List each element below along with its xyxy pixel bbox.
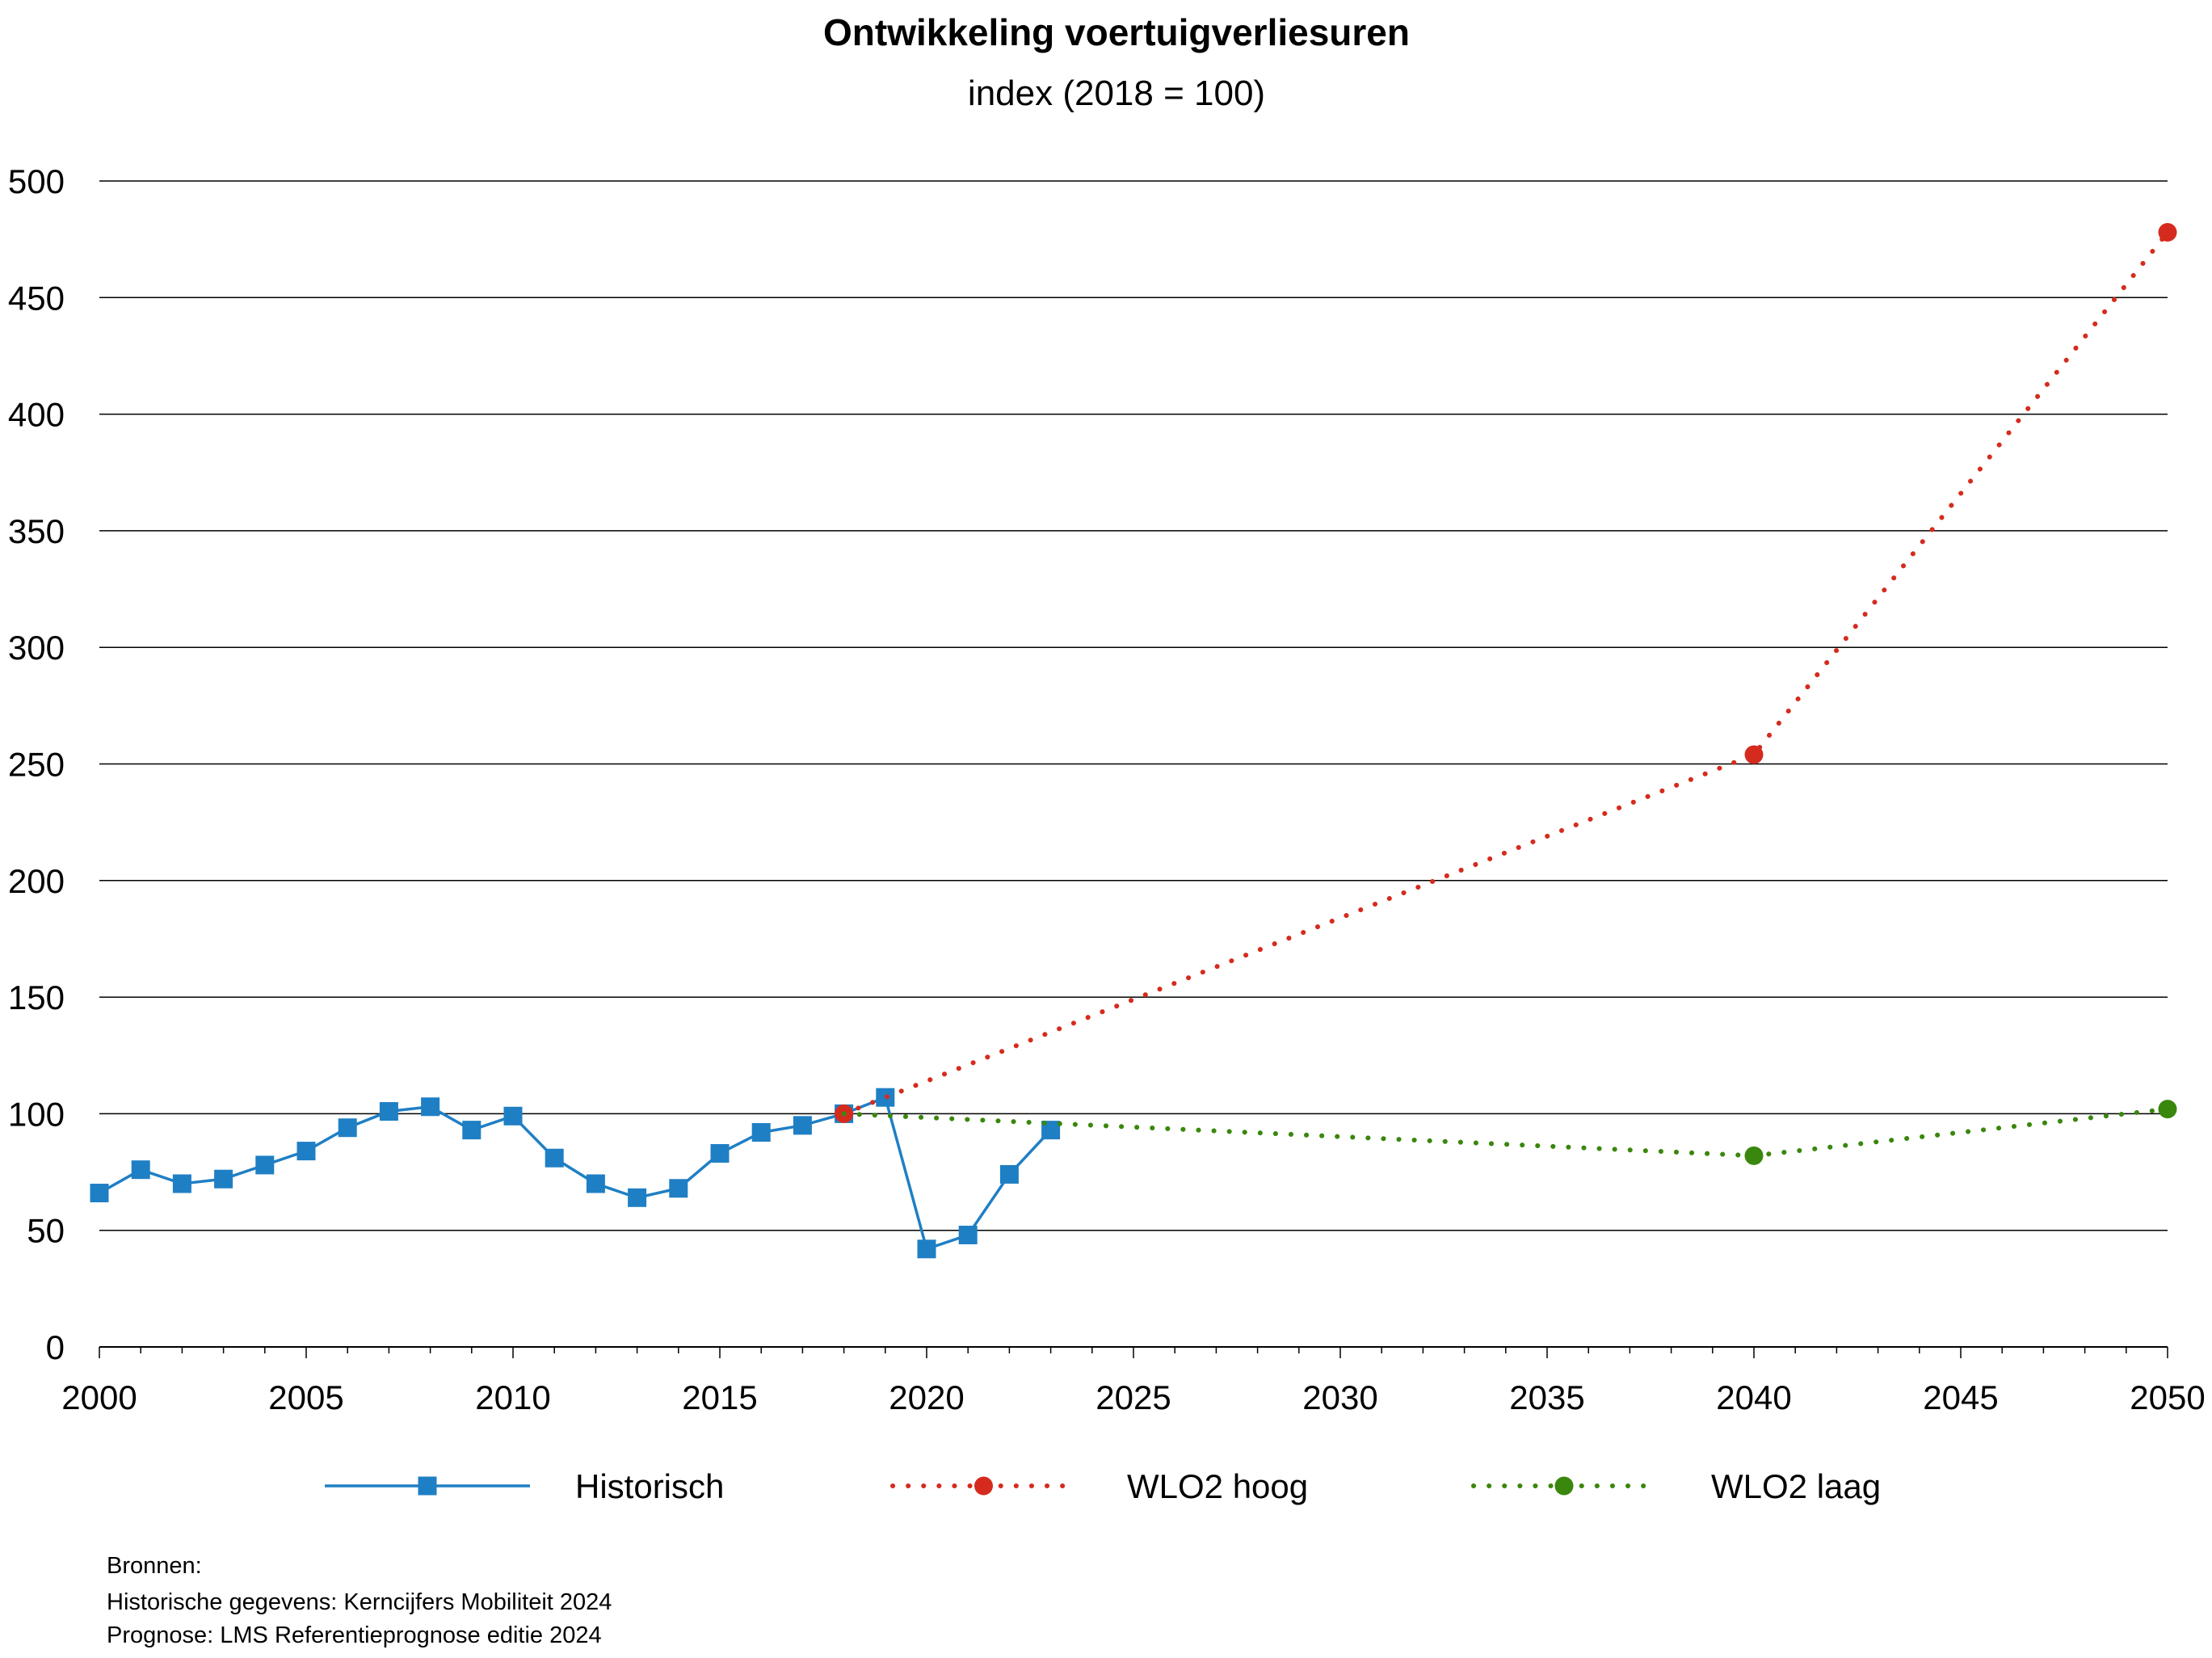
- legend-label: WLO2 hoog: [1127, 1467, 1308, 1505]
- y-axis: 0 50 100 150 200 250 300 350 400 450 500: [8, 162, 65, 1366]
- series-wlo2-hoog: [835, 222, 2177, 1123]
- data-point-historisch: [172, 1174, 191, 1193]
- legend-label: WLO2 laag: [1711, 1467, 1881, 1505]
- data-point-historisch: [751, 1122, 771, 1142]
- x-tick-label: 2005: [268, 1378, 343, 1416]
- data-point-wlo2-laag: [2158, 1100, 2177, 1119]
- x-tick-label: 2045: [1923, 1378, 1998, 1416]
- data-point-historisch: [214, 1169, 233, 1189]
- x-tick-label: 2050: [2130, 1378, 2205, 1416]
- data-point-historisch: [917, 1239, 936, 1259]
- series-line-wlo2-hoog: [841, 229, 2170, 1117]
- gridlines: [99, 180, 2168, 1348]
- y-tick-label: 150: [8, 978, 65, 1016]
- sources-forecast: Prognose: LMS Referentieprognose editie …: [107, 1622, 602, 1648]
- data-point-historisch: [999, 1164, 1019, 1184]
- y-tick-label: 200: [8, 862, 65, 900]
- data-point-historisch: [958, 1225, 978, 1244]
- sources-historical: Historische gegevens: Kerncijfers Mobili…: [107, 1589, 612, 1615]
- data-point-historisch: [131, 1160, 150, 1180]
- legend-item-historisch: Historisch: [325, 1467, 724, 1505]
- legend-label: Historisch: [575, 1467, 724, 1505]
- data-point-wlo2-laag: [835, 1105, 853, 1123]
- data-point-wlo2-laag: [1744, 1146, 1764, 1165]
- data-point-historisch: [503, 1106, 523, 1126]
- y-tick-label: 300: [8, 629, 65, 667]
- x-tick-label: 2040: [1716, 1378, 1791, 1416]
- data-point-historisch: [628, 1188, 647, 1207]
- data-point-wlo2-hoog: [2158, 222, 2177, 242]
- chart-subtitle: index (2018 = 100): [968, 74, 1265, 113]
- plot-area: [90, 222, 2177, 1259]
- data-point-historisch: [793, 1116, 812, 1135]
- data-point-historisch: [296, 1142, 316, 1161]
- y-tick-label: 500: [8, 162, 65, 200]
- x-tick-label: 2015: [682, 1378, 757, 1416]
- y-tick-label: 100: [8, 1095, 65, 1133]
- data-point-historisch: [462, 1121, 482, 1140]
- data-point-historisch: [669, 1179, 688, 1198]
- x-tick-label: 2020: [889, 1378, 964, 1416]
- y-tick-label: 450: [8, 279, 65, 317]
- data-point-historisch: [90, 1184, 109, 1203]
- x-tick-label: 2025: [1095, 1378, 1171, 1416]
- source-notes: Bronnen: Historische gegevens: Kerncijfe…: [107, 1553, 612, 1648]
- legend-marker: [1554, 1476, 1574, 1496]
- y-tick-label: 350: [8, 512, 65, 550]
- y-tick-label: 0: [46, 1328, 65, 1366]
- data-point-historisch: [1041, 1121, 1061, 1140]
- data-point-historisch: [545, 1148, 564, 1168]
- y-tick-label: 250: [8, 746, 65, 784]
- data-point-historisch: [338, 1118, 357, 1138]
- data-point-historisch: [379, 1102, 398, 1121]
- x-tick-label: 2000: [61, 1378, 137, 1416]
- chart-title: Ontwikkeling voertuigverliesuren: [823, 11, 1410, 53]
- x-tick-label: 2030: [1302, 1378, 1377, 1416]
- x-tick-label: 2035: [1509, 1378, 1584, 1416]
- legend-marker: [974, 1476, 993, 1496]
- data-point-historisch: [255, 1155, 275, 1175]
- legend-marker: [418, 1476, 437, 1496]
- series-line-historisch: [99, 1095, 1052, 1252]
- legend: Historisch WLO2 hoog WLO2 laag: [325, 1467, 1881, 1505]
- series-wlo2-laag: [835, 1100, 2177, 1165]
- y-tick-label: 400: [8, 396, 65, 434]
- data-point-historisch: [586, 1174, 605, 1193]
- sources-heading: Bronnen:: [107, 1553, 202, 1579]
- x-tick-label: 2010: [475, 1378, 550, 1416]
- legend-item-wlo2-laag: WLO2 laag: [1471, 1467, 1881, 1505]
- data-point-historisch: [710, 1143, 730, 1163]
- y-tick-label: 50: [27, 1212, 65, 1250]
- data-point-historisch: [421, 1097, 440, 1117]
- legend-item-wlo2-hoog: WLO2 hoog: [890, 1467, 1308, 1505]
- x-axis: 2000 2005 2010 2015 2020 2025 2030 2035 2040 2045…: [61, 1347, 2206, 1416]
- data-point-wlo2-hoog: [1744, 745, 1764, 764]
